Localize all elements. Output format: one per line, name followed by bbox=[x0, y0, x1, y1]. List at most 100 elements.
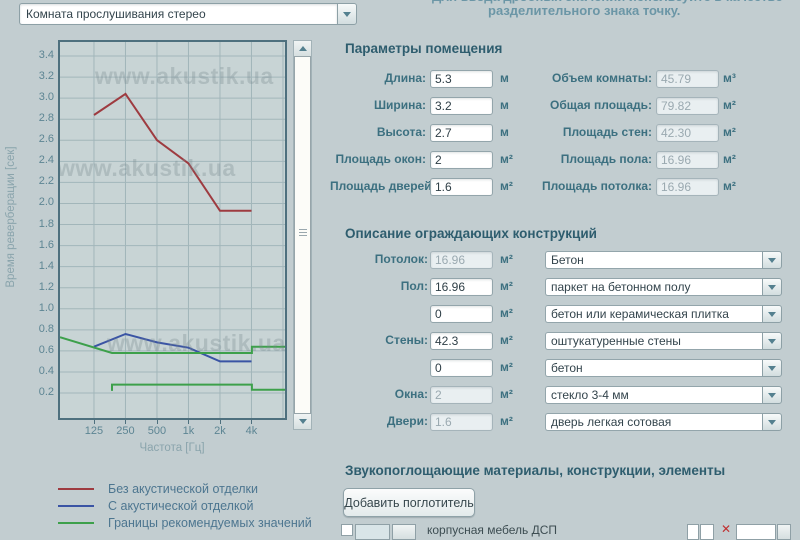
absorber-row-dropdown-button[interactable] bbox=[777, 524, 791, 540]
hint-line-2: разделительного знака точку. bbox=[488, 3, 681, 18]
field-label: Потолок: bbox=[374, 252, 428, 266]
scrollbar-up-button[interactable] bbox=[294, 41, 311, 57]
chevron-down-icon bbox=[768, 338, 776, 344]
legend-item: Границы рекомендуемых значений bbox=[58, 516, 312, 530]
value-input[interactable]: 2 bbox=[430, 151, 493, 169]
hint-line-1: Для ввода дробных значений используйте в… bbox=[432, 0, 783, 4]
add-absorber-button[interactable]: Добавить поглотитель bbox=[343, 488, 475, 517]
material-select-dropdown-button[interactable] bbox=[762, 332, 782, 350]
chevron-down-icon bbox=[768, 419, 776, 425]
material-select-dropdown-button[interactable] bbox=[762, 278, 782, 296]
value-input[interactable]: 5.3 bbox=[430, 70, 493, 88]
material-select[interactable]: бетон или керамическая плитка bbox=[545, 305, 782, 323]
reverberation-chart: www.akustik.ua www.akustik.ua www.akustik.… bbox=[58, 40, 287, 420]
room-preset-select[interactable]: Комната прослушивания стерео bbox=[19, 3, 357, 25]
value-input[interactable]: 2.7 bbox=[430, 124, 493, 142]
material-select-value[interactable]: бетон bbox=[545, 359, 762, 377]
field-label: Высота: bbox=[376, 125, 426, 139]
series-3da04b bbox=[60, 336, 285, 354]
x-axis-title: Частота [Гц] bbox=[139, 442, 205, 454]
material-select[interactable]: Бетон bbox=[545, 251, 782, 269]
value-input[interactable]: 1.6 bbox=[430, 178, 493, 196]
x-tick-label: 2k bbox=[214, 425, 226, 437]
series-9e3b40 bbox=[93, 92, 252, 212]
absorber-row-small-input-1[interactable] bbox=[687, 524, 699, 540]
arrow-down-icon bbox=[298, 419, 307, 424]
section-title-constructions: Описание ограждающих конструкций bbox=[345, 226, 597, 241]
series-3a54a4 bbox=[93, 332, 252, 363]
room-preset-dropdown-button[interactable] bbox=[337, 3, 357, 25]
y-tick-label: 0.6 bbox=[38, 343, 54, 356]
legend-item: Без акустической отделки bbox=[58, 482, 258, 496]
y-tick-label: 2.4 bbox=[38, 154, 54, 167]
legend-label: С акустической отделкой bbox=[108, 499, 254, 513]
value-input[interactable]: 42.3 bbox=[430, 332, 493, 350]
room-preset-value[interactable]: Комната прослушивания стерео bbox=[19, 3, 337, 25]
watermark-text: www.akustik.ua bbox=[58, 155, 236, 181]
field-label: Площадь дверей: bbox=[330, 179, 436, 193]
value-input: 16.96 bbox=[656, 151, 719, 169]
field-label: Длина: bbox=[384, 71, 426, 85]
chevron-down-icon bbox=[768, 365, 776, 371]
material-select[interactable]: дверь легкая сотовая bbox=[545, 413, 782, 431]
absorber-row-count-input[interactable] bbox=[355, 524, 390, 540]
material-select-value[interactable]: Бетон bbox=[545, 251, 762, 269]
absorber-row-checkbox[interactable] bbox=[341, 524, 353, 536]
material-select[interactable]: бетон bbox=[545, 359, 782, 377]
x-tick-label: 4k bbox=[245, 425, 258, 437]
unit-label: м³ bbox=[723, 71, 736, 85]
value-input[interactable]: 0 bbox=[430, 305, 493, 323]
material-select[interactable]: стекло 3-4 мм bbox=[545, 386, 782, 404]
material-select-dropdown-button[interactable] bbox=[762, 251, 782, 269]
unit-label: м bbox=[500, 125, 509, 139]
material-select-value[interactable]: дверь легкая сотовая bbox=[545, 413, 762, 431]
value-input: 2 bbox=[430, 386, 493, 404]
legend-swatch bbox=[58, 522, 94, 524]
unit-label: м² bbox=[500, 414, 513, 428]
field-label: Площадь пола: bbox=[560, 152, 652, 166]
field-label: Общая площадь: bbox=[549, 98, 652, 112]
field-label: Двери: bbox=[386, 414, 428, 428]
absorber-row-small-input-2[interactable] bbox=[700, 524, 714, 540]
y-tick-label: 3.0 bbox=[38, 91, 54, 104]
material-select[interactable]: оштукатуренные стены bbox=[545, 332, 782, 350]
unit-label: м² bbox=[500, 252, 513, 266]
material-select-dropdown-button[interactable] bbox=[762, 413, 782, 431]
chevron-down-icon bbox=[768, 284, 776, 290]
x-tick-label: 250 bbox=[116, 425, 135, 437]
unit-label: м² bbox=[500, 387, 513, 401]
material-select-value[interactable]: паркет на бетонном полу bbox=[545, 278, 762, 296]
chart-scrollbar[interactable] bbox=[293, 40, 312, 430]
unit-label: м² bbox=[500, 306, 513, 320]
material-select-dropdown-button[interactable] bbox=[762, 386, 782, 404]
material-select-value[interactable]: бетон или керамическая плитка bbox=[545, 305, 762, 323]
y-tick-label: 1.4 bbox=[38, 259, 54, 272]
unit-label: м² bbox=[500, 179, 513, 193]
y-tick-label: 1.6 bbox=[38, 238, 54, 251]
x-tick-label: 1k bbox=[182, 425, 195, 437]
chevron-down-icon bbox=[768, 311, 776, 317]
legend-swatch bbox=[58, 488, 94, 490]
scrollbar-thumb[interactable] bbox=[294, 56, 311, 414]
delete-row-icon[interactable]: ✕ bbox=[721, 522, 732, 536]
absorber-row-spinner-button[interactable] bbox=[392, 524, 416, 540]
material-select-dropdown-button[interactable] bbox=[762, 305, 782, 323]
y-tick-label: 0.2 bbox=[38, 386, 54, 398]
scrollbar-down-button[interactable] bbox=[294, 413, 311, 429]
y-tick-label: 0.8 bbox=[38, 322, 54, 335]
material-select[interactable]: паркет на бетонном полу bbox=[545, 278, 782, 296]
value-input[interactable]: 16.96 bbox=[430, 278, 493, 296]
material-select-value[interactable]: стекло 3-4 мм bbox=[545, 386, 762, 404]
y-axis-title: Время реверберации [сек] bbox=[5, 146, 17, 288]
value-input[interactable]: 3.2 bbox=[430, 97, 493, 115]
value-input[interactable]: 0 bbox=[430, 359, 493, 377]
material-select-value[interactable]: оштукатуренные стены bbox=[545, 332, 762, 350]
field-label: Окна: bbox=[394, 387, 428, 401]
unit-label: м bbox=[500, 71, 509, 85]
absorber-row-dropdown[interactable] bbox=[736, 524, 776, 540]
material-select-dropdown-button[interactable] bbox=[762, 359, 782, 377]
y-tick-label: 1.0 bbox=[38, 301, 54, 314]
x-tick-mark bbox=[125, 420, 127, 424]
unit-label: м² bbox=[723, 152, 736, 166]
field-label: Площадь стен: bbox=[562, 125, 652, 139]
